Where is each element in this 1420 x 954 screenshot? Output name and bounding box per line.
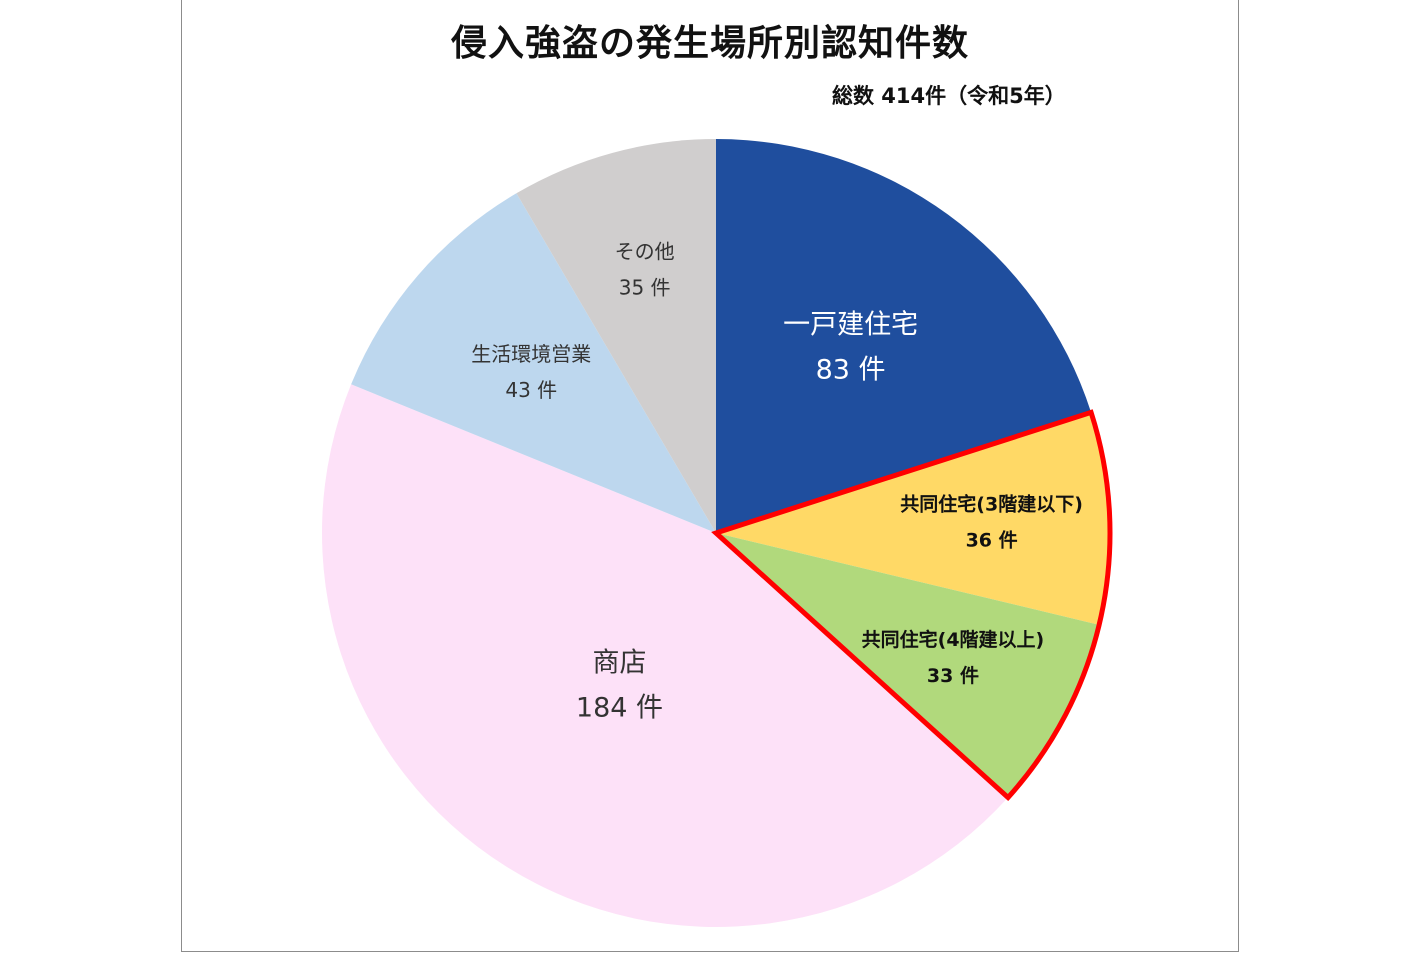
chart-subtitle: 総数 414件（令和5年） <box>832 84 1066 108</box>
pie-slice <box>351 193 716 533</box>
slice-value-label: 83 件 <box>816 354 886 385</box>
pie-slice <box>716 412 1110 625</box>
pie-slice <box>716 139 1092 533</box>
slice-value-label: 184 件 <box>576 692 663 723</box>
highlight-outline <box>711 409 1113 802</box>
pie-slice <box>716 533 1100 798</box>
slice-name-label: 商店 <box>592 647 646 678</box>
slice-name-label: 共同住宅(4階建以上) <box>862 628 1045 651</box>
slice-value-label: 36 件 <box>966 529 1018 552</box>
pie-slices <box>322 139 1110 927</box>
slice-value-label: 35 件 <box>619 276 671 300</box>
slice-name-label: 生活環境営業 <box>471 342 591 366</box>
pie-slice <box>322 384 1008 927</box>
slice-name-label: 共同住宅(3階建以下) <box>900 493 1083 516</box>
highlight-outline-group <box>711 409 1113 802</box>
slice-name-label: 一戸建住宅 <box>783 309 918 340</box>
slice-name-label: その他 <box>615 240 675 264</box>
chart-title: 侵入強盗の発生場所別認知件数 <box>450 23 969 64</box>
pie-slice <box>516 139 716 533</box>
slice-value-label: 33 件 <box>927 664 979 687</box>
slice-value-label: 43 件 <box>505 378 557 402</box>
